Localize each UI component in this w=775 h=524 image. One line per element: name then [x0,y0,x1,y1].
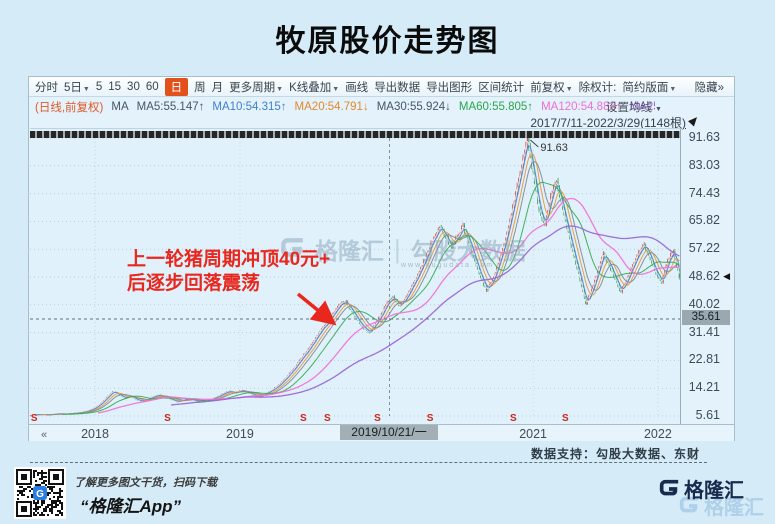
toolbar-item-2[interactable]: 5 [95,80,103,93]
toolbar-item-11[interactable]: 画线 [345,81,369,94]
ex-dividend-s-icon: S [426,413,434,424]
chevron-down-icon: ▼ [669,85,677,93]
y-axis-tick: 83.03 [688,157,720,172]
ex-dividend-s-icon: S [324,413,331,424]
y-axis-tick: 14.21 [688,380,720,395]
toolbar-item-3[interactable]: 15 [108,80,122,93]
overview-strip [30,131,680,138]
toolbar-item-13[interactable]: 导出图形 [426,81,473,94]
watermark: 格隆汇 | 勾股大数据 [279,232,526,266]
y-axis-tick: 48.62 [688,269,720,283]
y-axis-tick: 31.41 [688,324,720,339]
ma-legend-item-4: MA20:54.791↓ [294,100,369,113]
annotation-line-1: 上一轮猪周期冲顶40元+ [127,249,331,270]
watermark-brand: 格隆汇 [315,238,384,264]
svg-text:91.63: 91.63 [540,142,568,154]
gelonghui-logo-icon [679,496,699,512]
last-price-arrow-icon: ◀ [723,271,730,281]
x-axis-label: 2021 [519,427,547,441]
chevron-down-icon: ▼ [276,85,284,93]
ma-legend-item-1: MA [111,100,129,113]
ma-legend-item-5: MA30:55.924↓ [376,100,451,113]
ex-dividend-s-icon: S [300,413,307,424]
candlestick-plot[interactable]: 91.63 [30,128,681,425]
toolbar-item-5[interactable]: 60 [145,80,159,93]
ex-dividend-s-icon: S [374,413,381,424]
y-axis-tick: 40.02 [688,296,720,311]
toolbar-item-7[interactable]: 周 [194,81,206,94]
ma-settings-label: 设置均线 [606,102,652,114]
ex-dividend-s-icon: S [509,413,517,424]
ex-dividend-s-icon: S [30,413,38,424]
pin-icon[interactable] [688,114,700,127]
footer-divider [30,462,707,463]
footer-note-1: 了解更多图文干货，扫码下载 [74,477,217,489]
qr-code: G [14,467,66,519]
x-axis-label: 2022 [643,427,672,441]
toolbar-item-10[interactable]: K线叠加▼ [289,81,340,94]
y-axis-tick: 22.81 [688,352,720,367]
footer-note-2: “格隆汇App” [80,497,182,516]
ex-dividend-s-icon: S [164,413,171,424]
toolbar-item-1[interactable]: 5日▼ [64,81,90,94]
x-axis-label: 2018 [81,427,109,441]
annotation-note: 上一轮猪周期冲顶40元+ 后逐步回落震荡 [127,248,330,296]
annotation-line-2: 后逐步回落震荡 [127,273,261,294]
crosshair-date-badge: 2019/10/21/一 [340,425,438,440]
y-axis-tick: 5.61 [695,408,720,422]
toolbar-item-9[interactable]: 更多周期▼ [229,81,284,94]
watermark-name: 勾股大数据 [410,238,526,264]
watermark-divider: | [394,233,401,264]
crosshair-price-badge: 35.61 [682,310,730,325]
toolbar-item-12[interactable]: 导出数据 [374,81,421,94]
toolbar-item-14[interactable]: 区间统计 [478,81,525,94]
ma-legend-item-3: MA10:54.315↑ [212,100,287,113]
toolbar-item-15[interactable]: 前复权▼ [530,81,573,94]
chart-toolbar: 分时 5日▼ 5 15 30 60 日周月更多周期▼ K线叠加▼ 画线 导出数据 导出图形 区间统计前… [29,77,734,97]
gelonghui-logo-icon [659,479,679,495]
chevron-down-icon: ▼ [332,85,340,93]
ex-dividend-s-icon: S [561,413,569,424]
x-axis-label: 2019 [226,427,254,441]
date-range-link[interactable]: 2017/7/11-2022/3/29(1148根) [530,116,686,130]
stock-chart-panel: 分时 5日▼ 5 15 30 60 日周月更多周期▼ K线叠加▼ 画线 导出数据 导出图形 区间统计前… [28,76,735,441]
y-axis-tick: 91.63 [688,130,720,144]
ma-legend-item-6: MA60:55.805↑ [458,100,534,113]
data-support-credit: 数据支持：勾股大数据、东财 [530,447,700,461]
toolbar-item-16[interactable]: 除权计: [578,81,617,94]
toolbar-item-6[interactable]: 日 [164,77,189,96]
brand-logo-main: 格隆汇 [658,474,744,503]
ma-legend-item-2: MA5:55.147↑ [136,100,205,113]
y-axis-tick: 65.82 [688,213,720,228]
toolbar-item-18[interactable]: 隐藏» [694,81,724,94]
y-axis-tick: 57.22 [688,241,720,256]
scroll-left-control[interactable]: « [41,429,48,441]
toolbar-item-0[interactable]: 分时 [35,81,58,94]
ma-legend-row: (日线,前复权) MA MA5:55.147↑ MA10:54.315↑ MA20:54… [29,99,655,114]
page-title: 牧原股价走势图 [275,25,500,58]
gelonghui-logo-icon [281,238,303,257]
watermark-url: www.gugudata.com [401,262,495,269]
toolbar-item-8[interactable]: 月 [211,81,224,94]
brand-logo-ghost: 格隆汇 [678,491,764,520]
plot-canvas: 91.63 [30,137,680,417]
toolbar-item-17[interactable]: 简约版面▼ [622,81,677,94]
ma-legend-item-0: (日线,前复权) [35,101,104,114]
ma-legend-item-7: MA120:54.883↑ [541,100,622,113]
svg-text:G: G [36,489,44,500]
toolbar-item-4[interactable]: 30 [127,80,140,93]
y-axis-tick: 74.43 [688,185,720,200]
chevron-down-icon: ▼ [655,106,662,113]
ma-settings-button[interactable]: 设置均线 ▼ [606,99,662,115]
ma-legend-item-8: MA25 [629,100,655,113]
chevron-down-icon: ▼ [82,85,90,93]
chevron-down-icon: ▼ [565,85,573,93]
brand-logo-group: 格隆汇 格隆汇 [658,474,775,524]
